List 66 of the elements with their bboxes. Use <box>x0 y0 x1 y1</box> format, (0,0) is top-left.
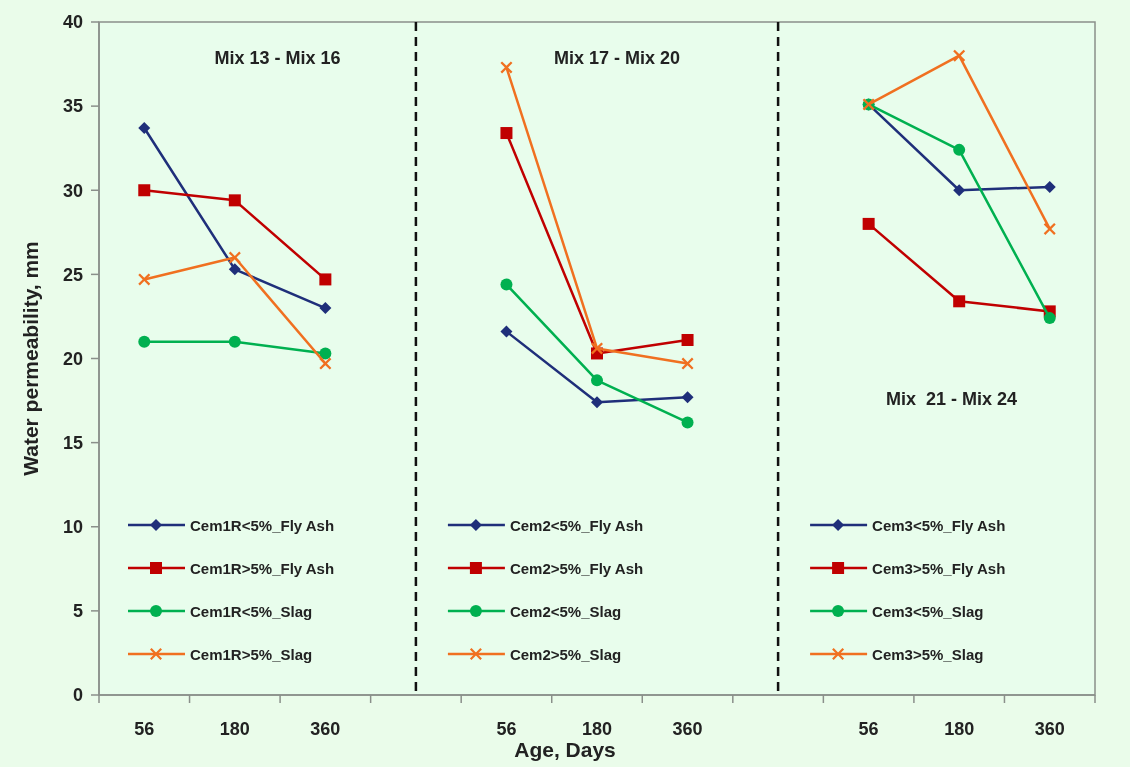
point <box>500 61 513 74</box>
point <box>228 263 241 276</box>
y-tick-label: 30 <box>62 180 83 201</box>
legend-label: Cem1R>5%_Slag <box>190 646 313 663</box>
point <box>228 335 241 348</box>
x-tick-label: 180 <box>944 719 975 739</box>
point <box>862 217 875 230</box>
y-tick-label: 5 <box>72 601 83 622</box>
x-axis-title: Age, Days <box>514 738 616 761</box>
point <box>591 342 603 355</box>
x-tick-label: 56 <box>496 719 517 739</box>
point <box>500 278 513 291</box>
y-tick-label: 40 <box>62 12 83 33</box>
x-tick-label: 180 <box>219 719 250 739</box>
legend-label: Cem2>5%_Fly Ash <box>509 560 644 577</box>
x-tick-label: 180 <box>581 719 613 739</box>
point <box>319 273 332 286</box>
point <box>319 302 332 315</box>
point <box>319 347 332 360</box>
y-tick-label: 25 <box>62 264 83 285</box>
legend-label: Cem2<5%_Fly Ash <box>509 517 644 534</box>
legend-label: Cem2<5%_Slag <box>509 603 622 620</box>
x-tick-label: 360 <box>310 719 341 739</box>
point <box>953 143 966 156</box>
text: Mix 13 - Mix 16 <box>214 48 341 68</box>
legend-label: Cem1R<5%_Fly Ash <box>190 517 335 534</box>
y-tick-label: 15 <box>62 432 83 453</box>
point <box>500 325 513 338</box>
y-tick-label: 35 <box>62 96 83 117</box>
point <box>1043 312 1056 325</box>
y-tick-label: 10 <box>62 517 83 538</box>
legend-label: Cem3>5%_Fly Ash <box>872 560 1006 577</box>
y-tick-label: 0 <box>72 685 83 706</box>
y-tick-label: 20 <box>62 348 83 369</box>
point <box>1043 222 1056 235</box>
x-tick-label: 56 <box>134 719 155 739</box>
legend-label: Cem3<5%_Fly Ash <box>872 517 1006 534</box>
point <box>681 333 694 346</box>
point <box>138 335 151 348</box>
point <box>138 273 151 286</box>
point <box>319 357 332 370</box>
legend-label: Cem1R<5%_Slag <box>190 603 313 620</box>
point <box>228 251 241 264</box>
point <box>953 295 966 308</box>
x-tick-label: 56 <box>858 719 879 739</box>
legend-label: Cem3>5%_Slag <box>872 646 984 663</box>
point <box>138 122 151 134</box>
point <box>138 184 151 197</box>
point <box>1043 180 1056 193</box>
legend-label: Cem3<5%_Slag <box>872 603 984 620</box>
point <box>591 396 603 409</box>
annotation: Mix 21 - Mix 24 <box>886 389 1018 409</box>
x-tick-label: 360 <box>672 719 703 739</box>
legend-label: Cem2>5%_Slag <box>509 646 622 663</box>
point <box>681 391 694 404</box>
legend-label: Cem1R>5%_Fly Ash <box>190 560 335 577</box>
text: Mix 17 - Mix 20 <box>553 48 681 68</box>
point <box>681 357 694 370</box>
point <box>591 374 603 387</box>
point <box>953 184 966 197</box>
point <box>228 194 241 207</box>
y-axis-title: Water permeability, mm <box>19 241 42 476</box>
point <box>681 416 694 429</box>
x-tick-label: 360 <box>1034 719 1065 739</box>
point <box>500 127 513 140</box>
point <box>953 49 966 62</box>
